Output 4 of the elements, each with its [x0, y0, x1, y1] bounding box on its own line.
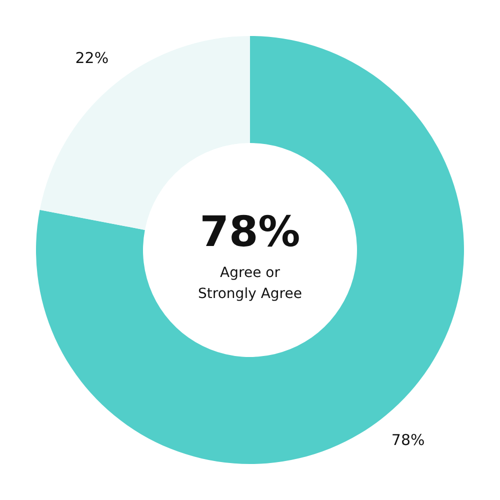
data-label: 78%: [391, 430, 425, 449]
data-label: 22%: [75, 48, 109, 67]
text: Agree or Strongly Agree: [198, 265, 302, 302]
text: 78%: [200, 206, 300, 256]
